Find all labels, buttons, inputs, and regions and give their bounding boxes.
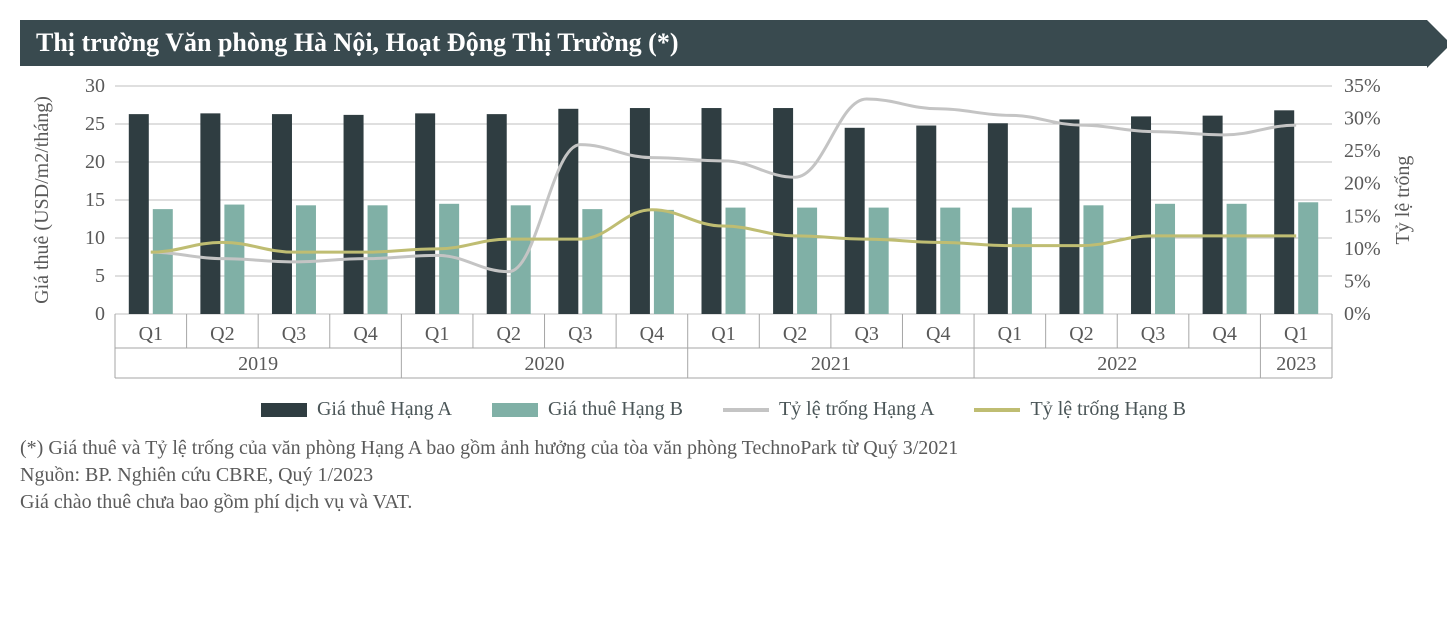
svg-text:2020: 2020 <box>525 353 565 375</box>
svg-text:10%: 10% <box>1344 238 1381 260</box>
svg-text:2023: 2023 <box>1276 353 1316 375</box>
svg-text:5%: 5% <box>1344 270 1371 292</box>
chart-plot-area: 0 5 10 15 20 25 30 0% 5% 10% 15% 20% 25% 30% 35% Q1 Q2 Q3… <box>20 76 1427 386</box>
svg-text:15: 15 <box>85 189 105 211</box>
svg-text:20: 20 <box>85 151 105 173</box>
svg-text:10: 10 <box>85 227 105 249</box>
footnote-line: Nguồn: BP. Nghiên cứu CBRE, Quý 1/2023 <box>20 462 1427 489</box>
legend-item: Giá thuê Hạng B <box>492 398 683 421</box>
svg-text:Giá thuê (USD/m2/tháng): Giá thuê (USD/m2/tháng) <box>31 96 53 304</box>
svg-text:Q1: Q1 <box>1284 323 1308 345</box>
svg-text:2022: 2022 <box>1097 353 1137 375</box>
chart-container: Thị trường Văn phòng Hà Nội, Hoạt Động T… <box>20 20 1427 516</box>
legend-item: Tỷ lệ trống Hạng B <box>974 398 1186 421</box>
footnote-line: (*) Giá thuê và Tỷ lệ trống của văn phòn… <box>20 435 1427 462</box>
svg-text:Q1: Q1 <box>711 323 735 345</box>
svg-text:25: 25 <box>85 113 105 135</box>
svg-text:0: 0 <box>95 303 105 325</box>
svg-text:Q4: Q4 <box>353 323 377 345</box>
svg-text:15%: 15% <box>1344 205 1381 227</box>
legend-item: Giá thuê Hạng A <box>261 398 452 421</box>
chart-title-bar: Thị trường Văn phòng Hà Nội, Hoạt Động T… <box>20 20 1427 66</box>
svg-text:2021: 2021 <box>811 353 851 375</box>
chart-legend: Giá thuê Hạng A Giá thuê Hạng B Tỷ lệ trốn… <box>20 398 1427 421</box>
legend-swatch-line <box>723 408 769 412</box>
svg-text:Q3: Q3 <box>1141 323 1165 345</box>
legend-label: Tỷ lệ trống Hạng B <box>1030 398 1186 421</box>
svg-text:Q3: Q3 <box>854 323 878 345</box>
svg-text:Q3: Q3 <box>568 323 592 345</box>
svg-text:Q4: Q4 <box>1212 323 1236 345</box>
legend-swatch-bar <box>261 403 307 417</box>
svg-text:Q4: Q4 <box>640 323 664 345</box>
chart-title: Thị trường Văn phòng Hà Nội, Hoạt Động T… <box>36 28 678 57</box>
legend-swatch-line <box>974 408 1020 412</box>
svg-text:Q2: Q2 <box>497 323 521 345</box>
svg-text:2019: 2019 <box>238 353 278 375</box>
svg-text:Q1: Q1 <box>998 323 1022 345</box>
svg-text:Q4: Q4 <box>926 323 950 345</box>
svg-text:Q2: Q2 <box>210 323 234 345</box>
svg-text:Q2: Q2 <box>783 323 807 345</box>
combo-chart-svg: 0 5 10 15 20 25 30 0% 5% 10% 15% 20% 25% 30% 35% Q1 Q2 Q3… <box>20 76 1427 386</box>
svg-text:Q1: Q1 <box>425 323 449 345</box>
legend-label: Tỷ lệ trống Hạng A <box>779 398 935 421</box>
legend-item: Tỷ lệ trống Hạng A <box>723 398 935 421</box>
svg-text:30: 30 <box>85 76 105 97</box>
svg-text:Q2: Q2 <box>1069 323 1093 345</box>
footnote-line: Giá chào thuê chưa bao gồm phí dịch vụ v… <box>20 489 1427 516</box>
svg-text:0%: 0% <box>1344 303 1371 325</box>
legend-label: Giá thuê Hạng A <box>317 398 452 421</box>
svg-text:20%: 20% <box>1344 173 1381 195</box>
legend-swatch-bar <box>492 403 538 417</box>
svg-text:Q1: Q1 <box>139 323 163 345</box>
svg-text:30%: 30% <box>1344 108 1381 130</box>
svg-text:Q3: Q3 <box>282 323 306 345</box>
legend-label: Giá thuê Hạng B <box>548 398 683 421</box>
svg-text:25%: 25% <box>1344 140 1381 162</box>
chart-footnotes: (*) Giá thuê và Tỷ lệ trống của văn phòn… <box>20 435 1427 516</box>
svg-text:5: 5 <box>95 265 105 287</box>
svg-text:Tỷ lệ trống: Tỷ lệ trống <box>1392 156 1414 245</box>
svg-text:35%: 35% <box>1344 76 1381 97</box>
